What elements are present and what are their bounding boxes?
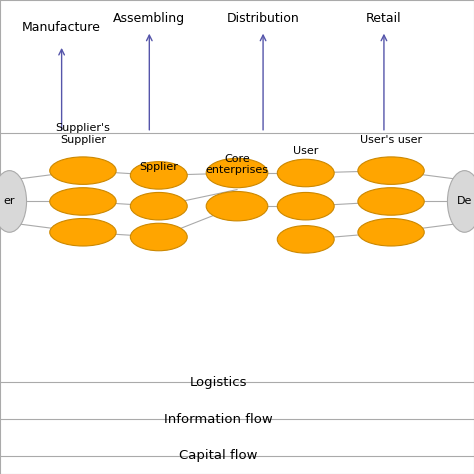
Ellipse shape bbox=[50, 219, 116, 246]
Ellipse shape bbox=[130, 223, 187, 251]
Text: De: De bbox=[457, 196, 472, 207]
Text: Distribution: Distribution bbox=[227, 12, 300, 25]
Text: Core
enterprises: Core enterprises bbox=[206, 154, 268, 175]
Ellipse shape bbox=[358, 188, 424, 215]
Text: Retail: Retail bbox=[366, 12, 402, 25]
Text: Spplier: Spplier bbox=[139, 162, 178, 172]
Ellipse shape bbox=[206, 191, 268, 221]
Ellipse shape bbox=[206, 158, 268, 188]
Ellipse shape bbox=[277, 226, 334, 253]
Text: Information flow: Information flow bbox=[164, 413, 273, 426]
Ellipse shape bbox=[0, 171, 27, 232]
Ellipse shape bbox=[447, 171, 474, 232]
Text: er: er bbox=[4, 196, 15, 207]
Ellipse shape bbox=[130, 192, 187, 220]
Ellipse shape bbox=[358, 157, 424, 184]
Ellipse shape bbox=[130, 162, 187, 189]
Ellipse shape bbox=[277, 192, 334, 220]
Text: Assembling: Assembling bbox=[113, 12, 185, 25]
Ellipse shape bbox=[358, 219, 424, 246]
Text: User's user: User's user bbox=[360, 135, 422, 145]
Text: Supplier's
Supplier: Supplier's Supplier bbox=[55, 123, 110, 145]
Text: Capital flow: Capital flow bbox=[179, 449, 257, 463]
Text: Manufacture: Manufacture bbox=[22, 21, 101, 34]
Ellipse shape bbox=[50, 157, 116, 184]
Text: Logistics: Logistics bbox=[189, 376, 247, 389]
Text: User: User bbox=[293, 146, 319, 156]
Ellipse shape bbox=[50, 188, 116, 215]
Ellipse shape bbox=[277, 159, 334, 187]
